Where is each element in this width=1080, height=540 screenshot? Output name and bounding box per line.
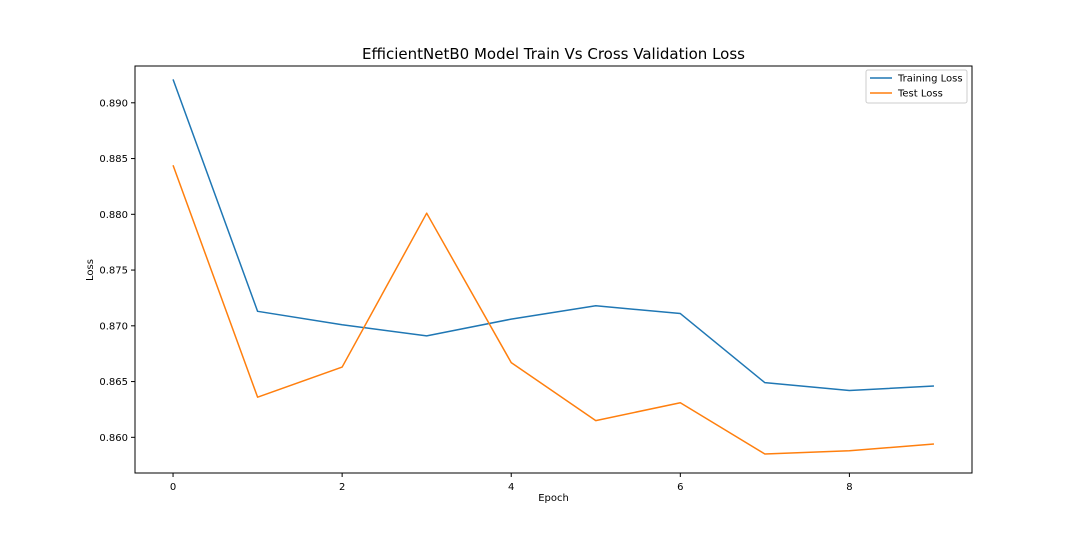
y-tick-label: 0.860 bbox=[99, 433, 128, 444]
x-axis-label: Epoch bbox=[538, 493, 569, 504]
plot-frame bbox=[134, 65, 973, 474]
x-tick-label: 0 bbox=[170, 482, 176, 493]
y-tick-label: 0.890 bbox=[99, 98, 128, 109]
y-axis: 0.860 0.865 0.870 0.875 0.880 0.885 0.890 bbox=[99, 98, 135, 444]
x-axis: 0 2 4 6 8 bbox=[170, 473, 853, 493]
x-tick-label: 6 bbox=[677, 482, 683, 493]
chart-title: EfficientNetB0 Model Train Vs Cross Vali… bbox=[362, 45, 745, 63]
legend-label: Test Loss bbox=[897, 89, 943, 100]
x-tick-label: 8 bbox=[846, 482, 852, 493]
x-tick-label: 2 bbox=[339, 482, 345, 493]
legend: Training Loss Test Loss bbox=[865, 69, 968, 104]
series-line-test-loss bbox=[172, 164, 935, 455]
series-layer bbox=[172, 79, 935, 455]
y-tick-label: 0.885 bbox=[99, 154, 128, 165]
y-tick-label: 0.870 bbox=[99, 321, 128, 332]
series-line-training-loss bbox=[172, 79, 934, 392]
x-tick-label: 4 bbox=[508, 482, 514, 493]
y-tick-label: 0.875 bbox=[99, 266, 128, 277]
y-tick-label: 0.880 bbox=[99, 210, 128, 221]
legend-label: Training Loss bbox=[897, 74, 963, 85]
y-tick-label: 0.865 bbox=[99, 377, 128, 388]
y-axis-label: Loss bbox=[85, 259, 96, 281]
plot-area bbox=[134, 65, 973, 474]
